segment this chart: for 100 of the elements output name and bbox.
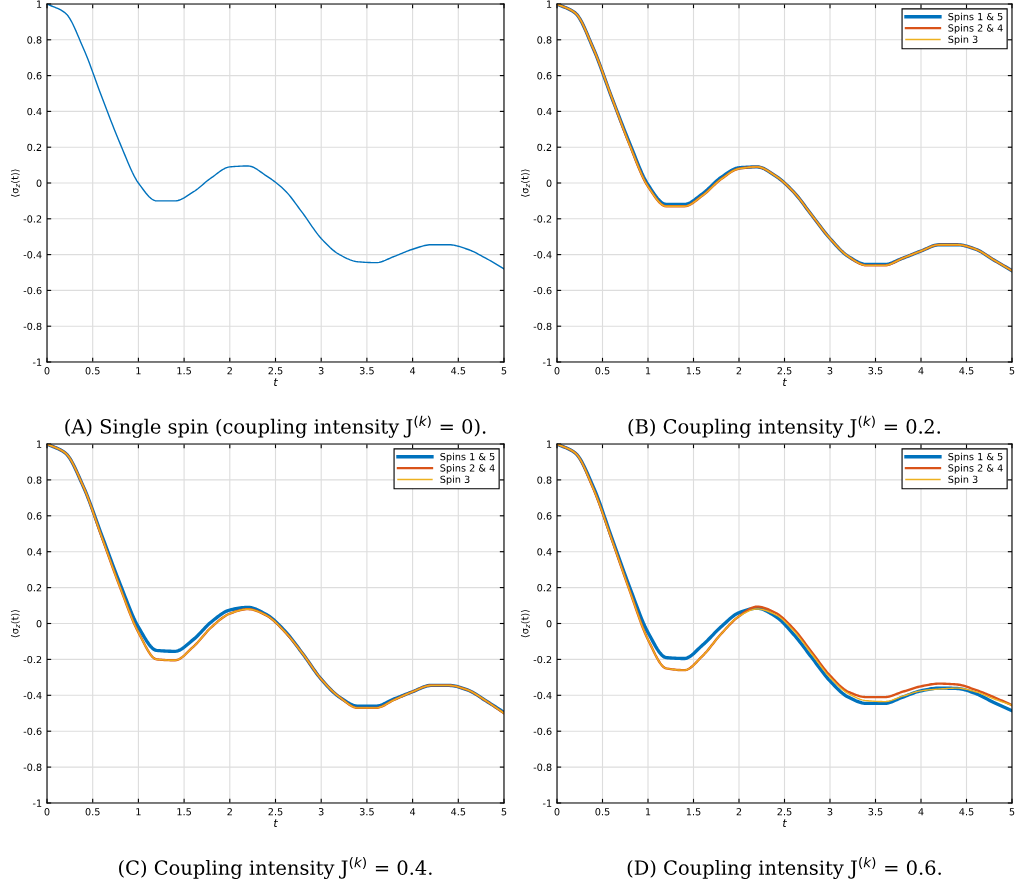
y-tick-label: 0.6 [27,72,42,80]
x-tick-label: 4 [409,367,416,375]
x-tick-label: 4 [918,367,924,375]
y-tick-label: 0 [36,619,42,628]
y-tick-label: -0.6 [533,286,552,295]
y-tick-label: -0.8 [533,322,552,331]
y-tick-label: 1 [37,440,42,448]
x-tick-label: 2 [227,367,232,375]
x-tick-label: 5 [501,808,507,816]
legend-label: Spins 2 & 4 [948,24,1003,34]
legend-label: Spins 2 & 4 [948,464,1003,474]
y-tick-label: 0.6 [27,512,42,520]
x-tick-label: 3 [318,808,324,816]
x-tick-label: 3 [827,808,833,816]
x-tick-label: 0 [554,808,560,816]
y-tick-label: -0.6 [23,727,42,736]
legend-label: Spins 1 & 5 [948,12,1003,23]
x-tick-label: 1.5 [177,808,191,816]
y-axis-title: ⟨σ$_{z}$(t)⟩ [10,169,20,197]
x-tick-label: 0 [44,808,50,816]
y-tick-label: 1 [547,440,552,448]
x-tick-label: 1 [136,808,141,816]
legend-label: Spins 1 & 5 [440,452,495,463]
x-axis-title: t [783,378,788,387]
x-tick-label: 3.5 [868,808,883,816]
y-tick-label: -0.4 [23,251,42,259]
x-tick-label: 3.5 [359,367,374,375]
x-tick-label: 2.5 [777,367,792,375]
y-axis-title: ⟨σ$_{z}$(t)⟩ [520,609,530,638]
x-tick-label: 2 [227,808,232,816]
text: (C) Coupling intensity J$^{(k)}$ = 0.4. [119,856,432,880]
x-axis-title: t [274,378,279,387]
y-tick-label: -1 [32,799,42,807]
x-tick-label: 5 [501,367,507,375]
y-tick-label: -0.8 [23,763,42,771]
x-tick-label: 2.5 [268,367,283,375]
legend-label: Spin 3 [948,475,978,485]
y-tick-label: 0.2 [537,143,552,152]
x-tick-label: 0 [554,367,560,375]
x-tick-label: 4.5 [451,808,466,816]
x-axis-title: t [783,819,788,828]
y-tick-label: 0.2 [27,584,42,592]
y-tick-label: -1 [542,799,552,807]
x-tick-label: 0 [44,367,50,375]
x-tick-label: 0.5 [595,808,610,816]
y-tick-label: -0.4 [533,691,552,700]
y-tick-label: 0.4 [537,548,552,556]
x-tick-label: 4.5 [959,367,974,375]
x-tick-label: 2.5 [777,808,792,816]
y-tick-label: 0.2 [537,584,552,592]
y-tick-label: 0.2 [27,143,42,152]
y-tick-label: 0 [546,179,552,187]
legend-label: Spin 3 [948,35,978,45]
x-tick-label: 2 [736,367,742,375]
legend-label: Spin 3 [440,475,470,485]
x-tick-label: 1.5 [177,367,191,375]
text: (B) Coupling intensity J$^{(k)}$ = 0.2. [628,415,940,438]
x-tick-label: 4 [918,808,924,816]
y-tick-label: 0.4 [537,107,552,116]
y-axis-title: ⟨σ$_{z}$(t)⟩ [10,609,20,638]
y-tick-label: -1 [32,358,42,366]
y-tick-label: 0.8 [27,476,42,484]
y-tick-label: -0.4 [23,691,42,700]
x-tick-label: 3 [827,367,833,375]
y-tick-label: -0.2 [23,215,42,223]
y-tick-label: -0.8 [533,763,552,771]
x-tick-label: 0.5 [85,808,100,816]
y-tick-label: 0.6 [537,512,552,520]
y-tick-label: 0 [36,179,42,187]
x-tick-label: 1 [645,367,651,375]
x-tick-label: 3.5 [868,367,883,375]
x-tick-label: 4.5 [959,808,974,816]
y-tick-label: 0.8 [27,36,42,44]
y-tick-label: -0.8 [23,322,42,331]
y-tick-label: 1 [547,0,552,8]
x-tick-label: 0.5 [85,367,100,375]
x-tick-label: 1 [136,367,141,375]
x-tick-label: 0.5 [595,367,610,375]
y-axis-title: ⟨σ$_{z}$(t)⟩ [520,169,530,197]
legend-label: Spins 2 & 4 [440,464,495,474]
y-tick-label: -0.6 [23,286,42,295]
x-tick-label: 1.5 [686,808,701,816]
y-tick-label: -0.2 [533,655,552,664]
y-tick-label: 0.4 [27,107,42,116]
y-tick-label: 0 [546,619,552,628]
text: (D) Coupling intensity J$^{(k)}$ = 0.6. [627,856,941,880]
x-axis-title: t [274,819,279,828]
x-tick-label: 4 [409,808,416,816]
y-tick-label: -0.2 [23,655,42,664]
x-tick-label: 1 [645,808,651,816]
x-tick-label: 4.5 [451,367,466,375]
y-tick-label: -0.6 [533,727,552,736]
x-tick-label: 2 [736,808,742,816]
y-tick-label: 0.6 [537,72,552,80]
y-tick-label: 0.8 [537,36,552,44]
x-tick-label: 2.5 [268,808,283,816]
text: (A) Single spin (coupling intensity J$^{(k)}$ = 0). [65,415,486,438]
y-tick-label: -1 [542,358,552,366]
y-tick-label: -0.2 [533,215,552,223]
x-tick-label: 3.5 [359,808,374,816]
